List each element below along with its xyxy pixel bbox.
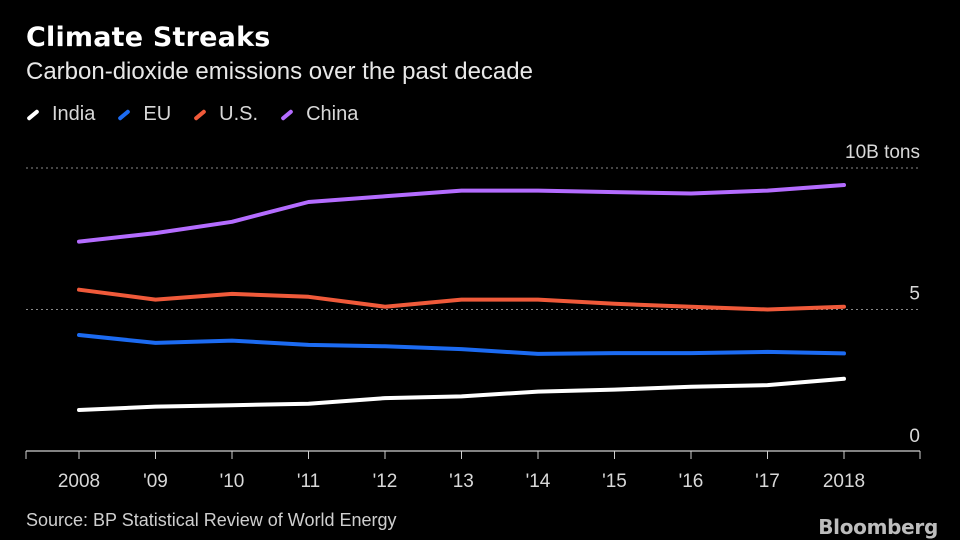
y-tick-label: 0	[909, 426, 920, 447]
y-tick-label: 5	[909, 284, 920, 305]
series-line-india	[77, 376, 846, 412]
x-tick-label: 2008	[58, 471, 100, 492]
legend-item-eu: EU	[117, 103, 171, 126]
x-tick-label: '11	[297, 471, 320, 492]
legend-item-us: U.S.	[193, 103, 258, 126]
chart-title: Climate Streaks	[26, 22, 271, 53]
x-tick-label: '16	[679, 471, 704, 492]
series-line-eu	[77, 333, 846, 356]
series-line-us	[77, 287, 846, 312]
x-tick-label: '10	[220, 471, 245, 492]
source-note: Source: BP Statistical Review of World E…	[26, 510, 397, 530]
legend-label: China	[306, 103, 359, 125]
legend-item-china: China	[280, 103, 358, 126]
x-tick-label: '13	[449, 471, 474, 492]
x-tick-label: '17	[755, 471, 780, 492]
x-tick-label: '09	[143, 471, 168, 492]
legend-item-india: India	[26, 103, 95, 126]
chart-subtitle: Carbon-dioxide emissions over the past d…	[26, 58, 533, 85]
series-line-china	[77, 183, 846, 244]
legend-label: EU	[143, 103, 172, 125]
x-tick-label: '12	[373, 471, 398, 492]
y-tick-label: 10B tons	[845, 142, 920, 163]
legend: India EU U.S. China	[26, 103, 380, 126]
bloomberg-logo: Bloomberg	[818, 515, 938, 539]
x-tick-label: 2018	[823, 471, 865, 492]
legend-label: U.S.	[219, 103, 259, 125]
legend-label: India	[52, 103, 96, 125]
x-tick-label: '14	[526, 471, 551, 492]
x-tick-label: '15	[602, 471, 627, 492]
